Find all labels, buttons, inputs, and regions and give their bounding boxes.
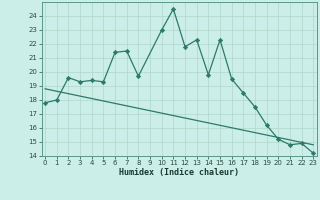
X-axis label: Humidex (Indice chaleur): Humidex (Indice chaleur) [119, 168, 239, 177]
